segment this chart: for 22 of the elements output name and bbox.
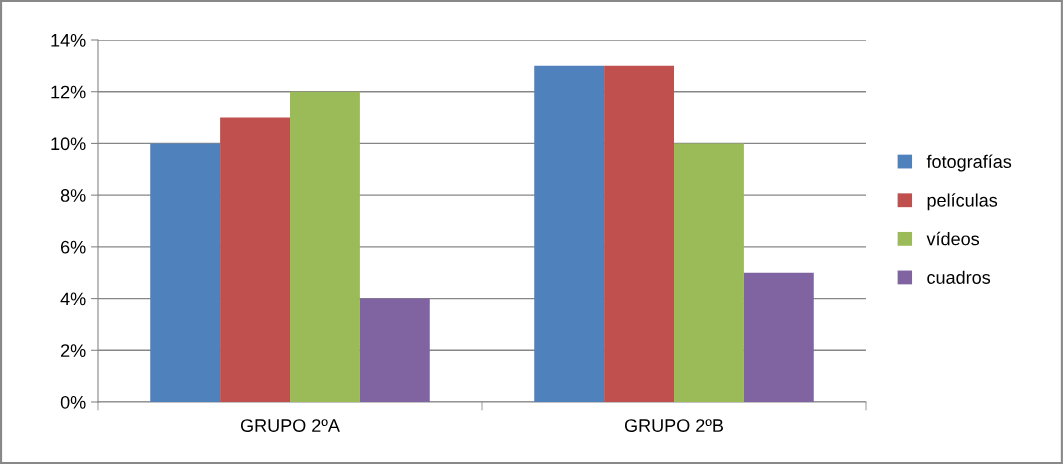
y-tick-label: 6% xyxy=(61,240,86,254)
y-tick-label: 0% xyxy=(60,395,86,409)
y-tick-label: 14% xyxy=(51,34,86,47)
legend-label: vídeos xyxy=(926,231,980,246)
legend-label: películas xyxy=(927,193,998,211)
bar xyxy=(220,117,290,402)
bar xyxy=(290,91,360,402)
legend-label: cuadros xyxy=(927,270,991,284)
bar xyxy=(359,298,430,402)
bar xyxy=(604,65,674,402)
y-tick-label: 10% xyxy=(51,137,86,151)
y-tick-label: 12% xyxy=(51,85,86,99)
y-tick-label: 2% xyxy=(61,344,86,357)
bar xyxy=(150,143,221,402)
legend-label: fotografías xyxy=(926,154,1012,172)
x-tick-label: GRUPO 2ºB xyxy=(624,419,723,432)
bar xyxy=(534,65,605,402)
bar xyxy=(743,272,814,402)
x-tick-label: GRUPO 2ºA xyxy=(240,419,340,432)
y-tick-label: 4% xyxy=(60,292,86,306)
y-tick-label: 8% xyxy=(60,189,86,202)
bar xyxy=(674,143,744,402)
